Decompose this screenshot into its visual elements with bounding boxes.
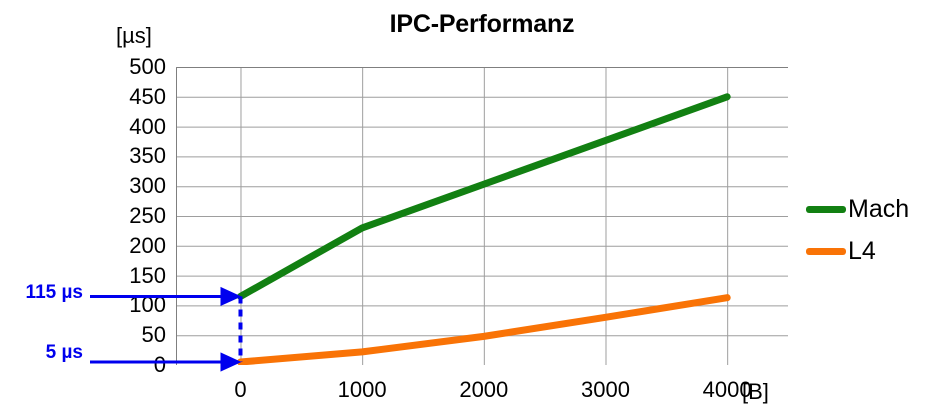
y-axis-tick-labels: 0 50 100 150 200 250 300 350 400 450 500 <box>104 0 166 415</box>
legend-label: L4 <box>848 237 876 265</box>
x-axis-tick-label: 2000 <box>459 377 509 402</box>
legend-swatch-l4 <box>806 247 846 255</box>
series-line-mach <box>236 93 731 300</box>
y-axis-unit-label: [µs] <box>116 23 152 48</box>
legend-item-l4[interactable]: L4 <box>806 230 931 272</box>
annotation-label-mach-baseline: 115 µs <box>25 282 83 303</box>
y-axis-tick-label: 300 <box>129 173 166 199</box>
y-axis-tick-label: 200 <box>129 232 166 258</box>
chart-legend: Mach L4 <box>806 188 931 272</box>
y-axis-tick-label: 100 <box>129 292 166 318</box>
legend-swatch-mach <box>806 205 846 213</box>
y-axis-tick-label: 500 <box>129 54 166 79</box>
x-axis-unit-label: [B] <box>742 379 769 404</box>
x-axis-tick-label: 0 <box>234 377 247 402</box>
x-axis-tick-label: 1000 <box>337 377 387 402</box>
y-axis-tick-label: 450 <box>129 83 166 109</box>
legend-label: Mach <box>848 195 910 223</box>
y-axis-tick-label: 50 <box>141 322 166 348</box>
plot-area <box>176 67 788 365</box>
legend-item-mach[interactable]: Mach <box>806 188 931 230</box>
chart-title: IPC-Performanz <box>389 10 575 38</box>
x-axis-tick-label: 4000 <box>702 377 752 402</box>
annotation-label-l4-baseline: 5 µs <box>45 342 83 363</box>
plot-svg <box>176 67 788 365</box>
y-axis-tick-label: 400 <box>129 113 166 139</box>
y-axis-tick-label: 250 <box>129 203 166 228</box>
annotation-line-group <box>90 286 243 372</box>
y-axis-tick-label: 0 <box>153 352 166 377</box>
y-axis-tick-label: 350 <box>129 143 166 169</box>
x-axis-tick-label: 3000 <box>581 377 630 402</box>
data-series-lines <box>236 93 731 365</box>
series-line-l4 <box>236 294 731 365</box>
y-axis-tick-label: 150 <box>129 262 166 288</box>
axis-lines <box>176 67 788 365</box>
